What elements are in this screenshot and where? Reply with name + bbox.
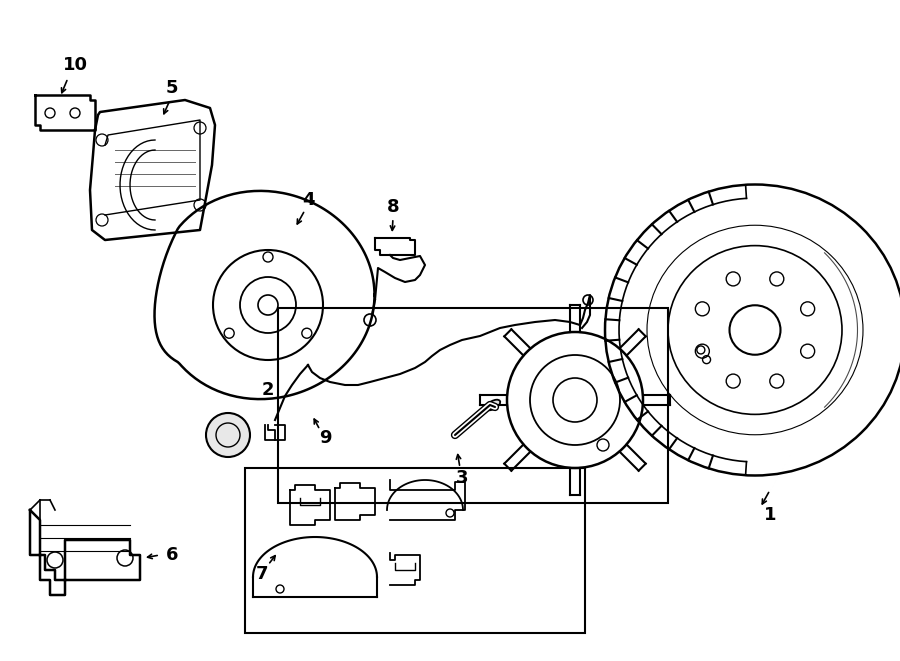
Text: 4: 4 (302, 191, 314, 209)
Bar (245, 468, 585, 633)
Circle shape (258, 295, 278, 315)
Text: 2: 2 (262, 381, 274, 399)
Text: 9: 9 (319, 429, 331, 447)
Text: 3: 3 (455, 469, 468, 487)
Text: 7: 7 (256, 565, 268, 583)
Text: 1: 1 (764, 506, 776, 524)
Text: 8: 8 (387, 198, 400, 216)
Text: 5: 5 (166, 79, 178, 97)
Text: 6: 6 (166, 546, 178, 564)
Text: 10: 10 (62, 56, 87, 74)
Bar (278, 308, 668, 503)
Ellipse shape (486, 400, 500, 410)
Circle shape (206, 413, 250, 457)
